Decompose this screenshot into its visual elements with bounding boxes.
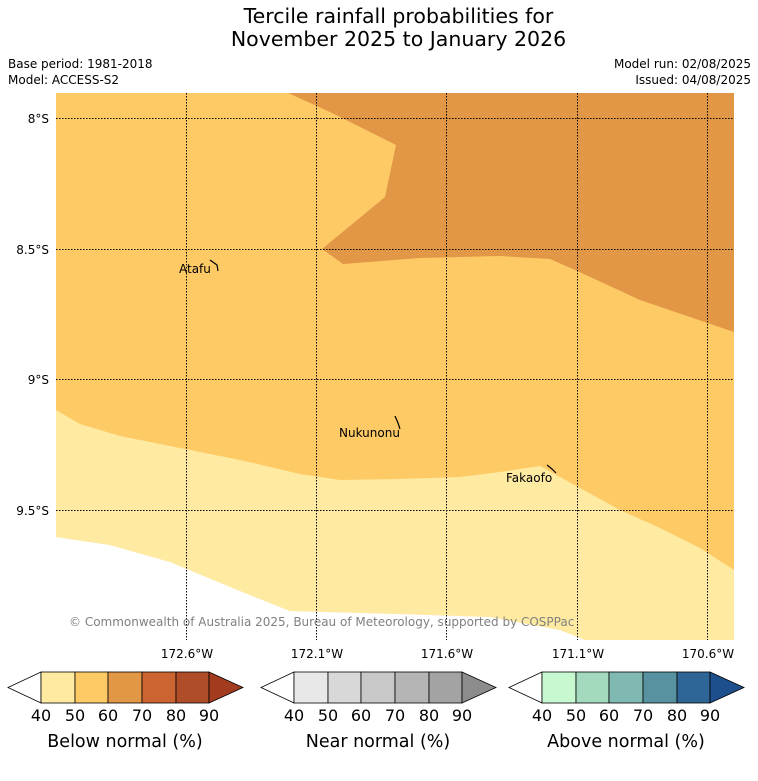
legend-below-swatch [175,671,210,704]
legend-near-normal [260,671,497,704]
lon-label: 170.6°W [682,647,734,661]
region-below-60-70 [288,93,734,332]
lon-label: 171.1°W [552,647,604,661]
legend-below-swatch [107,671,143,704]
legend-below-extend-high [208,671,244,704]
lat-labels: 8°S 8.5°S 9°S 9.5°S [16,112,49,518]
legend-below-swatch [74,671,109,704]
legend-tick: 50 [318,706,338,725]
legend-below-extend-low [7,671,42,704]
issued-date: Issued: 04/08/2025 [635,73,751,87]
place-label-fakaofo: Fakaofo [506,471,552,485]
island-atafu-outline [209,259,219,272]
legend-above-swatch [575,671,610,704]
legend-tick: 60 [351,706,371,725]
title-line-1: Tercile rainfall probabilities for [243,4,554,28]
legend-tick: 50 [566,706,586,725]
legend-tick: 80 [166,706,186,725]
legend-above-swatch [541,671,577,704]
legend-near-swatch [394,671,430,704]
island-nukunonu-outline [394,415,401,430]
lat-label: 9.5°S [16,504,49,518]
legend-tick: 90 [199,706,219,725]
legend-tick: 70 [633,706,653,725]
legend-title-above: Above normal (%) [547,732,705,752]
model-run: Model run: 02/08/2025 [613,57,751,71]
legend-near-swatch [327,671,362,704]
legend-above-extend-low [508,671,543,704]
base-period: Base period: 1981-2018 [8,57,153,71]
legend-tick: 70 [132,706,152,725]
lon-label: 172.1°W [291,647,343,661]
meta-left: Base period: 1981-2018 Model: ACCESS-S2 [8,56,153,88]
lon-label: 171.6°W [421,647,473,661]
legend-tick: 80 [667,706,687,725]
legend-tick: 50 [65,706,85,725]
map-title: Tercile rainfall probabilities for Novem… [0,5,758,51]
legend-tick: 90 [452,706,472,725]
lat-label: 9°S [28,373,49,387]
legend-below-swatch [40,671,76,704]
copyright-text: © Commonwealth of Australia 2025, Bureau… [69,615,574,629]
legend-near-swatch [360,671,396,704]
lon-label: 172.6°W [161,647,213,661]
legend-title-near: Near normal (%) [306,732,451,752]
region-below-40-50 [56,410,734,640]
legend-near-extend-low [260,671,295,704]
legend-above-swatch [642,671,678,704]
legend-above-extend-high [709,671,745,704]
legend-tick-labels: 40 50 60 70 80 90 40 50 60 70 80 90 40 5… [31,706,720,725]
legend-titles: Below normal (%) Near normal (%) Above n… [47,732,705,752]
legend-below-normal [7,671,244,704]
region-no-data [56,537,585,640]
place-label-nukunonu: Nukunonu [339,426,400,440]
legend-tick: 40 [284,706,304,725]
legend-above-normal [508,671,745,704]
legend-tick: 40 [532,706,552,725]
legend-title-below: Below normal (%) [47,732,202,752]
legend-tick: 70 [385,706,405,725]
legend-above-swatch [608,671,644,704]
legend-tick: 90 [700,706,720,725]
islands [209,259,557,474]
legend-tick: 60 [98,706,118,725]
legend-tick: 80 [419,706,439,725]
lat-label: 8°S [28,112,49,126]
title-line-2: November 2025 to January 2026 [230,27,567,51]
place-label-atafu: Atafu [179,262,211,276]
legend-tick: 60 [599,706,619,725]
lon-labels: 172.6°W 172.1°W 171.6°W 171.1°W 170.6°W [161,647,734,661]
legend-tick: 40 [31,706,51,725]
model-name: Model: ACCESS-S2 [8,73,120,87]
meta-right: Model run: 02/08/2025 Issued: 04/08/2025 [614,56,751,88]
legend-below-swatch [141,671,177,704]
legend-near-swatch [428,671,463,704]
place-labels: Atafu Nukunonu Fakaofo [179,262,552,485]
graticule [56,93,734,640]
legend-near-swatch [293,671,329,704]
lat-label: 8.5°S [16,243,49,257]
legend-above-swatch [676,671,711,704]
legend-near-extend-high [461,671,497,704]
island-fakaofo-outline [546,464,557,474]
